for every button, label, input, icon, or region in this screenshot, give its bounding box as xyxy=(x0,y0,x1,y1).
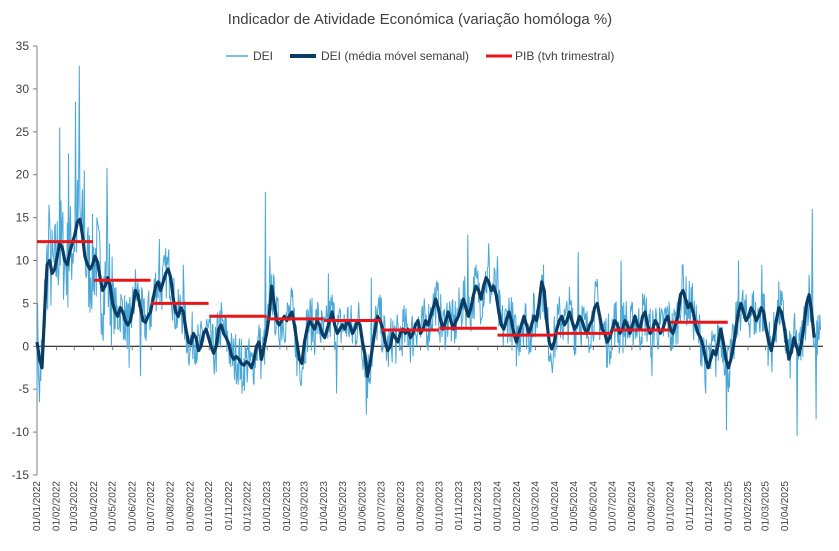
x-tick-label: 01/09/2023 xyxy=(416,481,427,531)
x-tick-label: 01/06/2022 xyxy=(127,481,138,531)
x-tick-label: 01/07/2022 xyxy=(146,481,157,531)
x-tick-label: 01/07/2023 xyxy=(376,481,387,531)
y-tick-label: 5 xyxy=(22,296,29,310)
x-tick-label: 01/08/2024 xyxy=(627,481,638,531)
legend-dei-ma-label: DEI (média móvel semanal) xyxy=(321,49,469,63)
x-tick-label: 01/10/2022 xyxy=(204,481,215,531)
x-tick-label: 01/06/2024 xyxy=(588,481,599,531)
x-tick-label: 01/09/2022 xyxy=(185,481,196,531)
x-tick-label: 01/06/2023 xyxy=(358,481,369,531)
y-tick-label: 30 xyxy=(16,82,30,96)
x-tick-label: 01/01/2023 xyxy=(262,481,273,531)
x-tick-label: 01/03/2023 xyxy=(299,481,310,531)
dei-line xyxy=(36,65,821,437)
x-tick-label: 01/10/2024 xyxy=(665,481,676,531)
x-tick-label: 01/04/2022 xyxy=(89,481,100,531)
x-tick-label: 01/04/2024 xyxy=(550,481,561,531)
x-tick-label: 01/09/2024 xyxy=(646,481,657,531)
y-tick-label: 35 xyxy=(16,39,30,53)
x-tick-label: 01/05/2022 xyxy=(108,481,119,531)
y-tick-label: 0 xyxy=(22,339,29,353)
series-pib xyxy=(37,240,728,337)
x-tick-label: 01/07/2024 xyxy=(607,481,618,531)
y-tick-label: -10 xyxy=(12,425,30,439)
dei-ma-line xyxy=(35,217,816,378)
y-tick-label: 15 xyxy=(16,211,30,225)
x-tick-label: 01/02/2025 xyxy=(743,481,754,531)
x-tick-label: 01/08/2023 xyxy=(396,481,407,531)
x-axis: 01/01/2022 01/02/2022 01/03/2022 01/04/2022… xyxy=(32,345,823,531)
chart-title: Indicador de Atividade Económica (variaç… xyxy=(228,11,612,28)
x-tick-label: 01/03/2025 xyxy=(761,481,772,531)
legend: DEI DEI (média móvel semanal) PIB (tvh t… xyxy=(226,49,614,63)
x-tick-label: 01/04/2025 xyxy=(780,481,791,531)
y-tick-label: 10 xyxy=(16,254,30,268)
series-dei-ma xyxy=(35,217,816,378)
series-dei xyxy=(36,65,821,437)
y-tick-label: 25 xyxy=(16,125,30,139)
x-tick-label: 01/11/2024 xyxy=(685,481,696,531)
x-tick-label: 01/12/2023 xyxy=(473,481,484,531)
y-tick-label: -5 xyxy=(18,382,29,396)
x-tick-label: 01/04/2023 xyxy=(319,481,330,531)
x-tick-label: 01/08/2022 xyxy=(166,481,177,531)
y-tick-label: 20 xyxy=(16,168,30,182)
x-tick-label: 01/02/2023 xyxy=(282,481,293,531)
x-tick-label: 01/11/2022 xyxy=(224,481,235,531)
y-tick-label: -15 xyxy=(12,468,30,482)
x-tick-label: 01/05/2023 xyxy=(338,481,349,531)
x-tick-label: 01/01/2022 xyxy=(32,481,43,531)
legend-dei-label: DEI xyxy=(253,49,273,63)
x-tick-label: 01/11/2023 xyxy=(454,481,465,531)
x-tick-label: 01/12/2024 xyxy=(704,481,715,531)
x-tick-label: 01/03/2022 xyxy=(69,481,80,531)
x-tick-label: 01/03/2024 xyxy=(530,481,541,531)
x-tick-label: 01/01/2024 xyxy=(492,481,503,531)
legend-pib-label: PIB (tvh trimestral) xyxy=(515,49,614,63)
x-tick-label: 01/05/2024 xyxy=(569,481,580,531)
x-tick-label: 01/02/2022 xyxy=(52,481,63,531)
x-tick-label: 01/10/2023 xyxy=(434,481,445,531)
y-axis: -15 -10 -5 0 5 10 15 20 25 30 35 xyxy=(12,39,38,482)
x-tick-label: 01/01/2025 xyxy=(723,481,734,531)
x-tick-label: 01/12/2022 xyxy=(243,481,254,531)
x-tick-label: 01/02/2024 xyxy=(512,481,523,531)
